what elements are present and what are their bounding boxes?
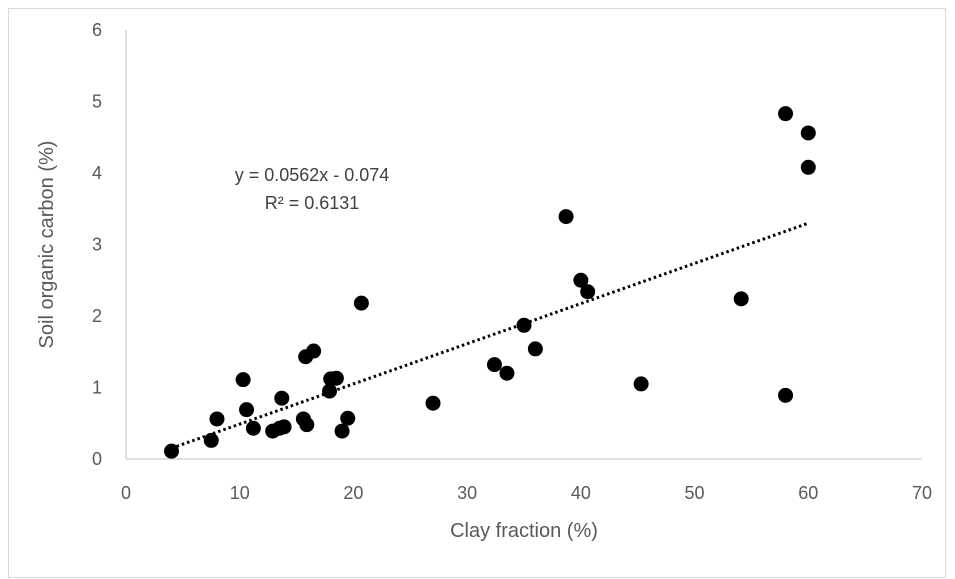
data-point [235,372,251,388]
data-point [778,387,794,403]
data-point [558,209,574,225]
data-point [486,357,502,373]
y-tick-labels: 0 1 2 3 4 5 6 [92,20,102,469]
x-tick-label: 40 [571,483,591,503]
x-tick-label: 0 [121,483,131,503]
x-tick-label: 50 [685,483,705,503]
data-point [573,272,589,288]
data-point [527,341,543,357]
data-point [334,423,350,439]
data-point [340,410,356,426]
data-point [800,159,816,175]
y-tick-label: 2 [92,306,102,326]
data-point [209,411,225,427]
data-point [239,402,255,418]
data-point [299,417,315,433]
data-point [328,370,344,386]
data-point [800,125,816,141]
data-point [163,443,179,459]
data-point [499,365,515,381]
y-tick-label: 0 [92,449,102,469]
axes [125,30,922,460]
x-axis-title: Clay fraction (%) [450,520,598,542]
y-tick-label: 5 [92,92,102,112]
data-point [245,420,261,436]
trendline-r-squared: R² = 0.6131 [265,193,360,213]
data-point [633,376,649,392]
trendline [170,221,809,450]
data-point [778,106,794,122]
data-point [353,295,369,311]
y-tick-label: 1 [92,378,102,398]
data-point [203,432,219,448]
x-tick-label: 70 [912,483,932,503]
x-tick-labels: 0 10 20 30 40 50 60 70 [121,483,932,503]
x-tick-label: 60 [798,483,818,503]
x-tick-label: 30 [457,483,477,503]
data-point [733,291,749,307]
chart-frame [8,8,946,578]
x-tick-label: 20 [343,483,363,503]
data-points [163,106,816,459]
x-tick-label: 10 [230,483,250,503]
data-point [322,383,338,399]
y-tick-label: 6 [92,20,102,40]
data-point [306,343,322,359]
trendline-group [170,221,809,450]
data-point [274,390,290,406]
y-tick-label: 4 [92,163,102,183]
y-axis-title: Soil organic carbon (%) [36,141,58,349]
y-tick-label: 3 [92,235,102,255]
data-point [276,419,292,435]
trendline-equation: y = 0.0562x - 0.074 [235,165,390,185]
data-point [425,395,441,411]
data-point [580,284,596,300]
data-point [516,317,532,333]
